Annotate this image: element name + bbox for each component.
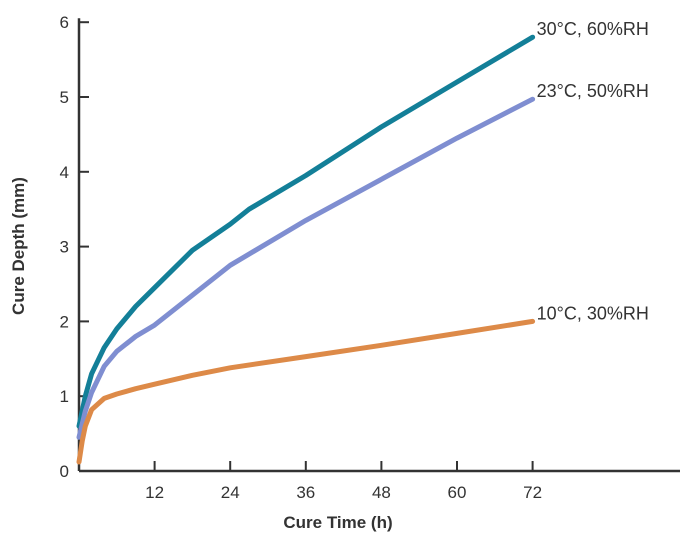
series-line (76, 96, 536, 440)
series-line (76, 34, 536, 429)
x-tick-label: 60 (448, 483, 467, 502)
x-tick-label: 36 (296, 483, 315, 502)
x-tick-label: 72 (523, 483, 542, 502)
series-label: 30°C, 60%RH (537, 19, 649, 39)
series-line (76, 318, 536, 465)
series-labels: 30°C, 60%RH 23°C, 50%RH 10°C, 30%RH (537, 19, 649, 323)
y-tick-label: 1 (60, 387, 69, 406)
y-tick-label: 6 (60, 13, 69, 32)
y-tick-label: 3 (60, 238, 69, 257)
series-label: 10°C, 30%RH (537, 303, 649, 323)
series-lines (76, 34, 536, 465)
series-label: 23°C, 50%RH (537, 81, 649, 101)
y-tick-label: 4 (60, 163, 69, 182)
x-tick-label: 48 (372, 483, 391, 502)
x-tick-label: 12 (145, 483, 164, 502)
y-tick-label: 5 (60, 88, 69, 107)
y-tick-label: 0 (60, 462, 69, 481)
y-axis-title: Cure Depth (mm) (9, 177, 28, 315)
y-tick-label: 2 (60, 312, 69, 331)
x-tick-label: 24 (221, 483, 240, 502)
x-axis-title: Cure Time (h) (283, 513, 392, 532)
